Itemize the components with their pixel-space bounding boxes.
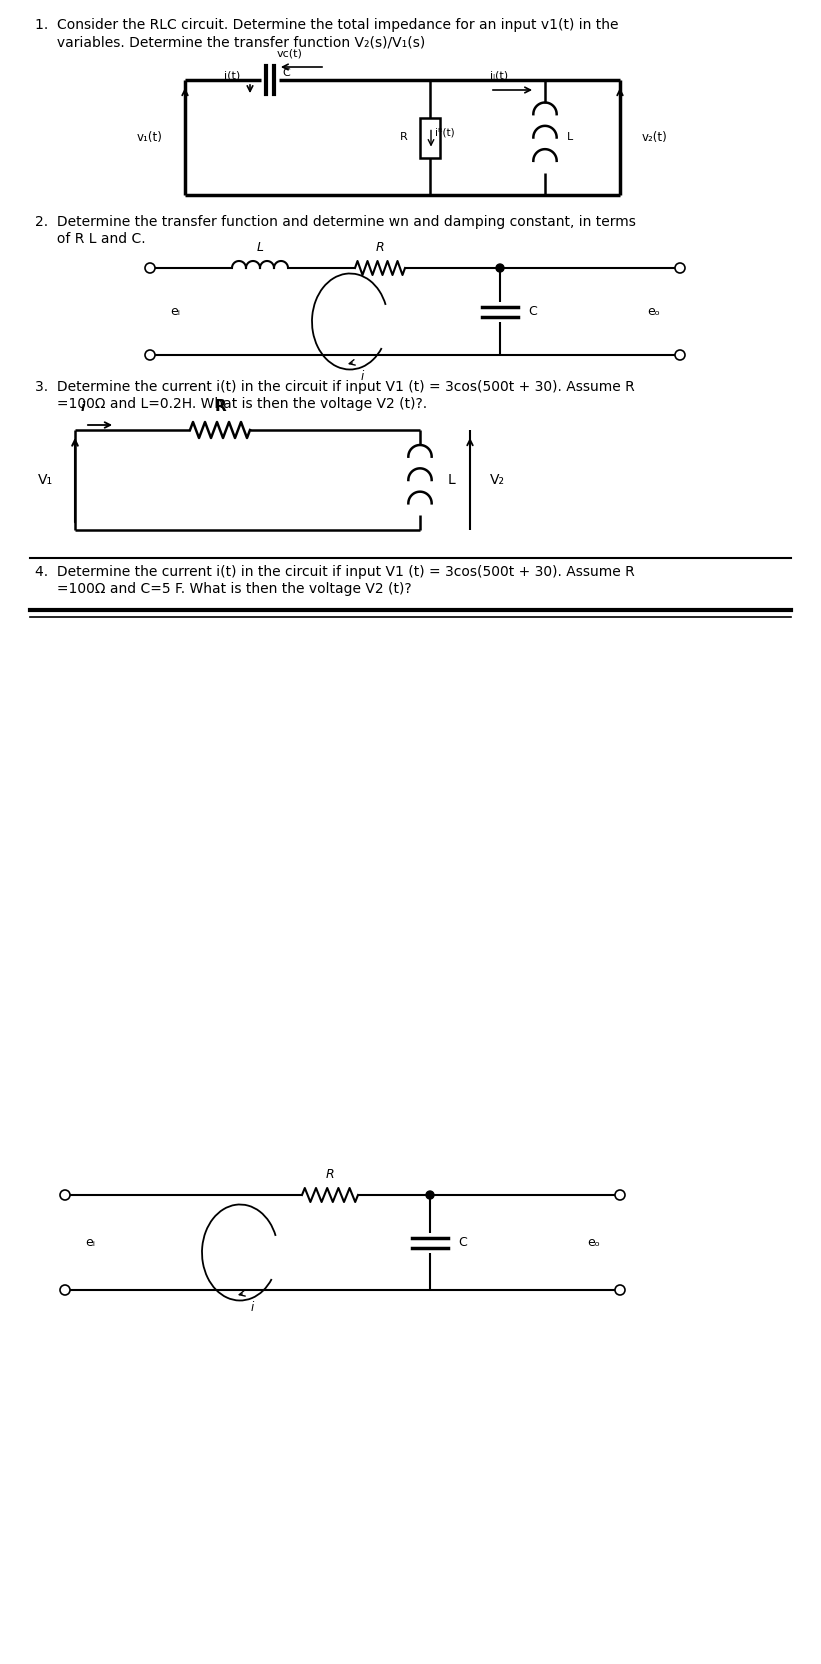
- Text: L: L: [256, 241, 264, 255]
- Text: vc(t): vc(t): [277, 48, 303, 58]
- Text: eₒ: eₒ: [647, 305, 660, 318]
- Text: eᵢ: eᵢ: [170, 305, 180, 318]
- Text: i: i: [250, 1301, 254, 1315]
- Circle shape: [426, 1191, 434, 1200]
- Text: R: R: [326, 1168, 334, 1181]
- Text: of R L and C.: of R L and C.: [35, 231, 145, 246]
- Text: =100Ω and L=0.2H. What is then the voltage V2 (t)?.: =100Ω and L=0.2H. What is then the volta…: [35, 398, 427, 411]
- Text: eᵢ: eᵢ: [85, 1236, 95, 1250]
- Text: v₁(t): v₁(t): [137, 131, 163, 145]
- Text: 1.  Consider the RLC circuit. Determine the total impedance for an input v1(t) i: 1. Consider the RLC circuit. Determine t…: [35, 18, 618, 32]
- Text: iᴿ(t): iᴿ(t): [435, 128, 455, 138]
- Text: i(t): i(t): [224, 70, 240, 80]
- Text: 3.  Determine the current i(t) in the circuit if input V1 (t) = 3cos(500t + 30).: 3. Determine the current i(t) in the cir…: [35, 379, 635, 394]
- Text: i: i: [81, 401, 85, 414]
- Text: R: R: [376, 241, 384, 255]
- Text: V₂: V₂: [490, 473, 505, 488]
- Text: eₒ: eₒ: [587, 1236, 600, 1250]
- Text: V₁: V₁: [38, 473, 53, 488]
- Text: C: C: [458, 1236, 467, 1250]
- Text: 2.  Determine the transfer function and determine wn and damping constant, in te: 2. Determine the transfer function and d…: [35, 215, 636, 230]
- Circle shape: [496, 265, 504, 271]
- Text: R: R: [401, 133, 408, 143]
- Text: 4.  Determine the current i(t) in the circuit if input V1 (t) = 3cos(500t + 30).: 4. Determine the current i(t) in the cir…: [35, 566, 635, 579]
- Text: i: i: [360, 371, 364, 383]
- Text: C: C: [528, 305, 537, 318]
- Text: R: R: [214, 399, 226, 414]
- Text: L: L: [448, 473, 456, 488]
- Text: iₗ(t): iₗ(t): [490, 70, 508, 80]
- Text: C: C: [282, 68, 290, 78]
- Bar: [420, 118, 440, 158]
- Text: =100Ω and C=5 F. What is then the voltage V2 (t)?: =100Ω and C=5 F. What is then the voltag…: [35, 582, 411, 596]
- Text: variables. Determine the transfer function V₂(s)/V₁(s): variables. Determine the transfer functi…: [35, 35, 425, 48]
- Text: L: L: [567, 133, 573, 143]
- Text: v₂(t): v₂(t): [642, 131, 667, 145]
